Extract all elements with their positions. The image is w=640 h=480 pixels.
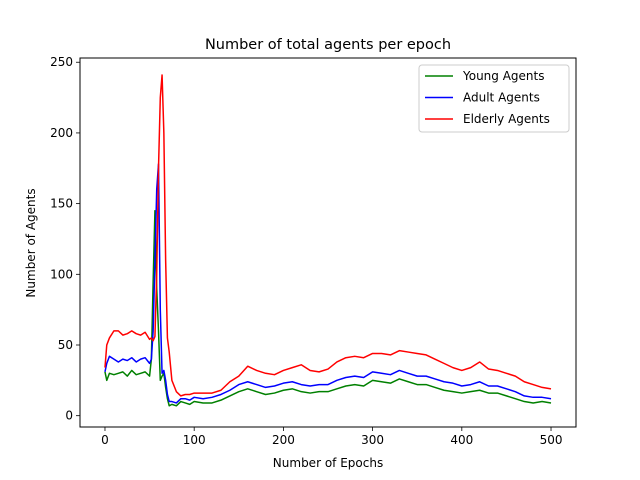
y-tick-label: 50	[58, 338, 73, 352]
x-tick-label: 100	[183, 433, 206, 447]
legend-label-young-agents: Young Agents	[462, 69, 545, 83]
y-axis: 0 50 100 150 200 250	[50, 55, 80, 423]
y-tick-label: 250	[50, 55, 73, 69]
x-tick-label: 300	[361, 433, 384, 447]
y-tick-label: 200	[50, 126, 73, 140]
plot-frame	[79, 57, 577, 428]
y-tick-label: 150	[50, 197, 73, 211]
chart-title: Number of total agents per epoch	[205, 37, 451, 53]
x-axis: 0 100 200 300 400 500	[101, 427, 562, 447]
legend-label-elderly-agents: Elderly Agents	[463, 112, 550, 126]
x-tick-label: 0	[101, 433, 109, 447]
series-line-elderly-agents	[104, 74, 552, 397]
x-tick-label: 500	[540, 433, 563, 447]
x-axis-label: Number of Epochs	[273, 456, 383, 470]
series-layer	[104, 74, 552, 407]
y-tick-label: 0	[65, 409, 73, 423]
legend-box	[418, 64, 570, 133]
y-axis-label: Number of Agents	[24, 188, 38, 297]
series-line-young-agents	[104, 209, 552, 407]
legend-label-adult-agents: Adult Agents	[463, 91, 540, 105]
y-tick-label: 100	[50, 267, 73, 281]
x-tick-label: 200	[272, 433, 295, 447]
legend: Young Agents Adult Agents Elderly Agents	[418, 64, 570, 133]
x-tick-label: 400	[450, 433, 473, 447]
series-line-adult-agents	[104, 163, 552, 404]
